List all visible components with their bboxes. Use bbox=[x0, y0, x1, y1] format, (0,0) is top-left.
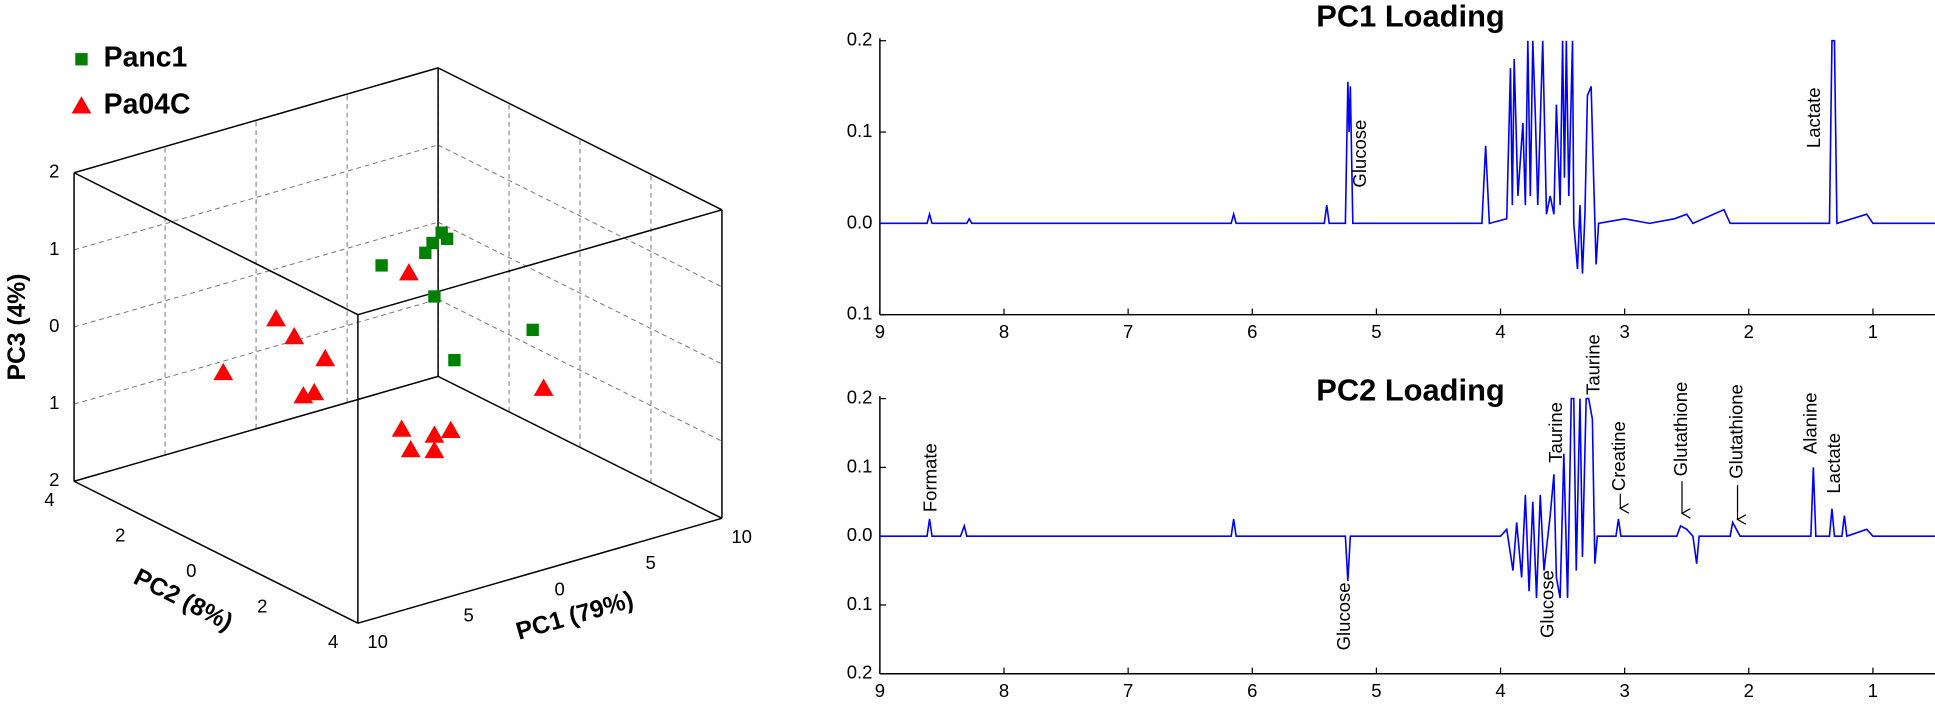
box-edge bbox=[73, 172, 359, 316]
y-tick-label: 0.0 bbox=[847, 211, 873, 232]
point bbox=[399, 263, 419, 281]
box-edge bbox=[437, 375, 723, 519]
x-tick-label: 1 bbox=[1868, 680, 1878, 701]
x-tick-label: 9 bbox=[875, 680, 885, 701]
y-tick-label: 4 bbox=[44, 489, 54, 510]
box-edge bbox=[73, 67, 439, 174]
point bbox=[304, 382, 325, 401]
z-tick-label: 1 bbox=[49, 392, 59, 413]
x-tick-label: 7 bbox=[1123, 321, 1133, 342]
z-tick-label: 0 bbox=[49, 315, 59, 336]
x-tick-label: 6 bbox=[1247, 680, 1257, 701]
x-tick-label: 0 bbox=[555, 578, 565, 599]
point bbox=[426, 236, 439, 250]
x-tick-label: 2 bbox=[1744, 680, 1754, 701]
point bbox=[424, 440, 445, 459]
x-tick-label: 5 bbox=[1371, 680, 1381, 701]
annotation: Taurine bbox=[1582, 334, 1603, 395]
y-tick-label: 0.1 bbox=[847, 455, 873, 476]
point bbox=[284, 326, 305, 345]
point bbox=[419, 246, 432, 259]
annotation: Lactate bbox=[1803, 87, 1824, 148]
annotation: Creatine bbox=[1608, 421, 1629, 491]
x-axis-label: PC1 (79%) bbox=[513, 586, 636, 645]
point bbox=[213, 362, 234, 381]
z-tick-label: 2 bbox=[49, 469, 59, 490]
legend-marker bbox=[75, 53, 88, 66]
grid-line bbox=[73, 144, 439, 251]
y-tick-label: 0.2 bbox=[847, 662, 873, 683]
x-tick-label: 6 bbox=[1247, 321, 1257, 342]
y-tick-label: 0.1 bbox=[847, 303, 873, 324]
z-tick-label: 1 bbox=[49, 238, 59, 259]
point bbox=[533, 378, 554, 396]
annotation: Glucose bbox=[1349, 120, 1370, 188]
point bbox=[400, 439, 421, 458]
annotation: Alanine bbox=[1799, 392, 1820, 454]
y-axis-label: PC2 (8%) bbox=[129, 564, 237, 637]
grid-line bbox=[73, 221, 439, 328]
grid-line bbox=[437, 144, 723, 288]
annotation: Glucose bbox=[1333, 582, 1354, 650]
point bbox=[526, 323, 539, 337]
z-axis-label: PC3 (4%) bbox=[4, 274, 31, 381]
x-tick-label: 9 bbox=[875, 321, 885, 342]
x-tick-label: 10 bbox=[731, 526, 752, 547]
spectrum-line bbox=[879, 397, 1935, 599]
point bbox=[448, 353, 461, 367]
point bbox=[375, 259, 388, 272]
y-tick-label: 2 bbox=[115, 524, 125, 545]
x-tick-label: 3 bbox=[1620, 321, 1630, 342]
point bbox=[440, 232, 454, 245]
x-tick-label: 5 bbox=[1371, 321, 1381, 342]
annotation: Glutathione bbox=[1670, 382, 1691, 477]
x-tick-label: 7 bbox=[1123, 680, 1133, 701]
x-tick-label: 3 bbox=[1620, 680, 1630, 701]
box-edge bbox=[73, 375, 439, 482]
annotation: Glucose bbox=[1537, 570, 1558, 638]
x-tick-label: 8 bbox=[999, 321, 1009, 342]
legend-label: Panc1 bbox=[104, 42, 188, 74]
point bbox=[315, 348, 336, 367]
y-tick-label: 0.1 bbox=[847, 593, 873, 614]
box-edge bbox=[357, 517, 723, 624]
grid-line bbox=[437, 298, 723, 442]
x-tick-label: 5 bbox=[463, 605, 473, 626]
y-tick-label: 0.0 bbox=[847, 524, 873, 545]
z-tick-label: 2 bbox=[49, 161, 59, 182]
point bbox=[428, 290, 441, 303]
x-tick-label: 4 bbox=[1495, 680, 1505, 701]
annotation: Lactate bbox=[1823, 433, 1844, 494]
y-tick-label: 0.2 bbox=[847, 29, 873, 50]
y-tick-label: 2 bbox=[257, 595, 267, 616]
annotation: Formate bbox=[920, 443, 941, 512]
y-tick-label: 0.2 bbox=[847, 386, 873, 407]
box-edge bbox=[357, 209, 723, 316]
x-tick-label: 2 bbox=[1744, 321, 1754, 342]
grid-line bbox=[437, 221, 723, 365]
point bbox=[266, 309, 286, 327]
x-tick-label: 5 bbox=[646, 552, 656, 573]
x-tick-label: 8 bbox=[999, 680, 1009, 701]
box-edge bbox=[437, 67, 723, 211]
chart-title: PC1 Loading bbox=[1316, 0, 1505, 34]
point bbox=[424, 425, 445, 443]
chart-title: PC2 Loading bbox=[1316, 373, 1505, 408]
y-tick-label: 0 bbox=[186, 560, 196, 581]
x-tick-label: 10 bbox=[367, 631, 388, 652]
x-tick-label: 1 bbox=[1868, 321, 1878, 342]
y-tick-label: 4 bbox=[328, 631, 338, 652]
x-tick-label: 4 bbox=[1495, 321, 1505, 342]
spectrum-line bbox=[879, 39, 1935, 274]
annotation: Glutathione bbox=[1725, 384, 1746, 479]
legend-marker bbox=[71, 96, 92, 114]
box-edge bbox=[73, 480, 359, 624]
grid-line bbox=[73, 298, 439, 405]
annotation: Taurine bbox=[1545, 402, 1566, 463]
legend-label: Pa04C bbox=[104, 89, 191, 121]
point bbox=[440, 420, 461, 438]
point bbox=[391, 419, 412, 437]
y-tick-label: 0.1 bbox=[847, 120, 873, 141]
